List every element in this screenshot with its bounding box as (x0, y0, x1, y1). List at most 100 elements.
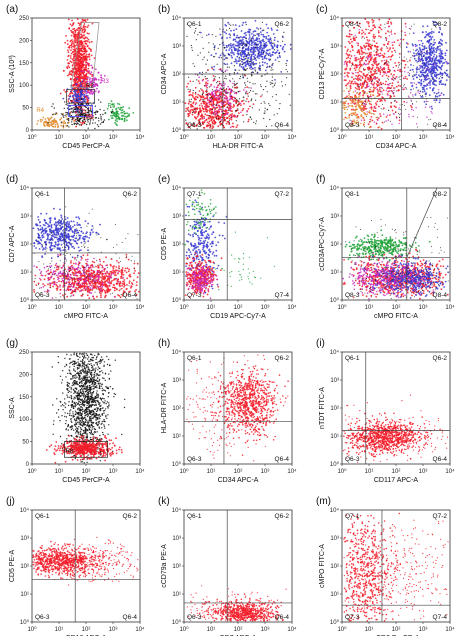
event-dot (255, 47, 257, 49)
event-dot (225, 92, 227, 95)
event-dot (94, 122, 96, 124)
event-dot (386, 83, 389, 86)
event-dot (209, 125, 211, 127)
event-dot (232, 106, 235, 109)
event-dot (373, 72, 376, 75)
event-dot (218, 106, 221, 108)
event-dot (206, 77, 208, 80)
event-dot (74, 39, 77, 42)
event-dot (382, 82, 385, 85)
event-dot (234, 92, 236, 95)
event-dot (214, 94, 217, 96)
event-dot (220, 97, 223, 99)
event-dot (54, 233, 56, 236)
event-dot (390, 120, 391, 122)
event-dot (73, 48, 75, 51)
event-dot (442, 76, 444, 78)
event-dot (93, 57, 96, 60)
event-dot (426, 73, 429, 75)
event-dot (383, 113, 385, 115)
event-dot (378, 18, 381, 21)
event-dot (84, 122, 86, 125)
event-dot (89, 48, 91, 50)
event-dot (381, 121, 384, 124)
event-dot (416, 62, 418, 64)
event-dot (420, 79, 423, 81)
event-dot (361, 35, 364, 38)
event-dot (78, 62, 81, 65)
event-dot (380, 108, 382, 110)
event-dot (374, 60, 376, 63)
event-dot (435, 100, 437, 101)
event-dot (250, 72, 252, 74)
event-dot (258, 50, 260, 53)
event-dot (248, 34, 251, 36)
event-dot (74, 41, 77, 44)
event-dot (208, 93, 211, 96)
event-dot (284, 84, 287, 86)
event-dot (70, 99, 72, 102)
event-dot (373, 57, 376, 60)
event-dot (355, 57, 357, 59)
event-dot (61, 113, 64, 116)
event-dot (111, 110, 114, 113)
event-dot (366, 101, 368, 103)
event-dot (444, 52, 447, 55)
event-dot (208, 86, 210, 88)
event-dot (79, 91, 82, 93)
event-dot (204, 113, 207, 116)
event-dot (238, 47, 240, 49)
event-dot (266, 109, 268, 111)
event-dot (432, 72, 435, 74)
event-dot (402, 87, 404, 89)
event-dot (221, 111, 223, 113)
event-dot (207, 102, 209, 105)
event-dot (254, 19, 257, 22)
event-dot (86, 231, 88, 234)
event-dot (371, 119, 374, 122)
event-dot (42, 249, 44, 251)
event-dot (250, 51, 252, 53)
event-dot (406, 78, 408, 80)
event-dot (385, 116, 388, 118)
event-dot (92, 231, 94, 234)
event-dot (80, 124, 83, 126)
event-dot (38, 248, 41, 250)
event-dot (382, 67, 385, 70)
event-dot (357, 71, 359, 74)
event-dot (252, 61, 255, 64)
event-dot (387, 94, 389, 96)
event-dot (366, 73, 369, 76)
event-dot (271, 125, 273, 127)
event-dot (438, 52, 441, 55)
event-dot (70, 74, 73, 76)
event-dot (245, 58, 247, 60)
event-dot (49, 117, 51, 120)
event-dot (388, 109, 389, 111)
event-dot (390, 78, 393, 80)
event-dot (376, 95, 378, 98)
event-dot (365, 99, 367, 101)
event-dot (348, 94, 350, 96)
event-dot (438, 89, 440, 91)
event-dot (87, 71, 90, 74)
event-dot (78, 51, 80, 53)
event-dot (123, 117, 126, 120)
event-dot (429, 84, 431, 86)
event-dot (441, 56, 444, 59)
event-dot (250, 39, 252, 41)
event-dot (213, 110, 216, 112)
event-dot (126, 112, 128, 115)
event-dot (232, 43, 234, 46)
event-dot (82, 120, 84, 123)
event-dot (70, 70, 73, 72)
event-dot (240, 65, 243, 68)
event-dot (207, 117, 210, 119)
event-dot (264, 69, 267, 72)
event-dot (226, 66, 228, 68)
event-dot (38, 234, 40, 237)
event-dot (263, 35, 266, 38)
event-dot (85, 53, 88, 56)
event-dot (429, 68, 431, 70)
event-dot (419, 94, 421, 96)
